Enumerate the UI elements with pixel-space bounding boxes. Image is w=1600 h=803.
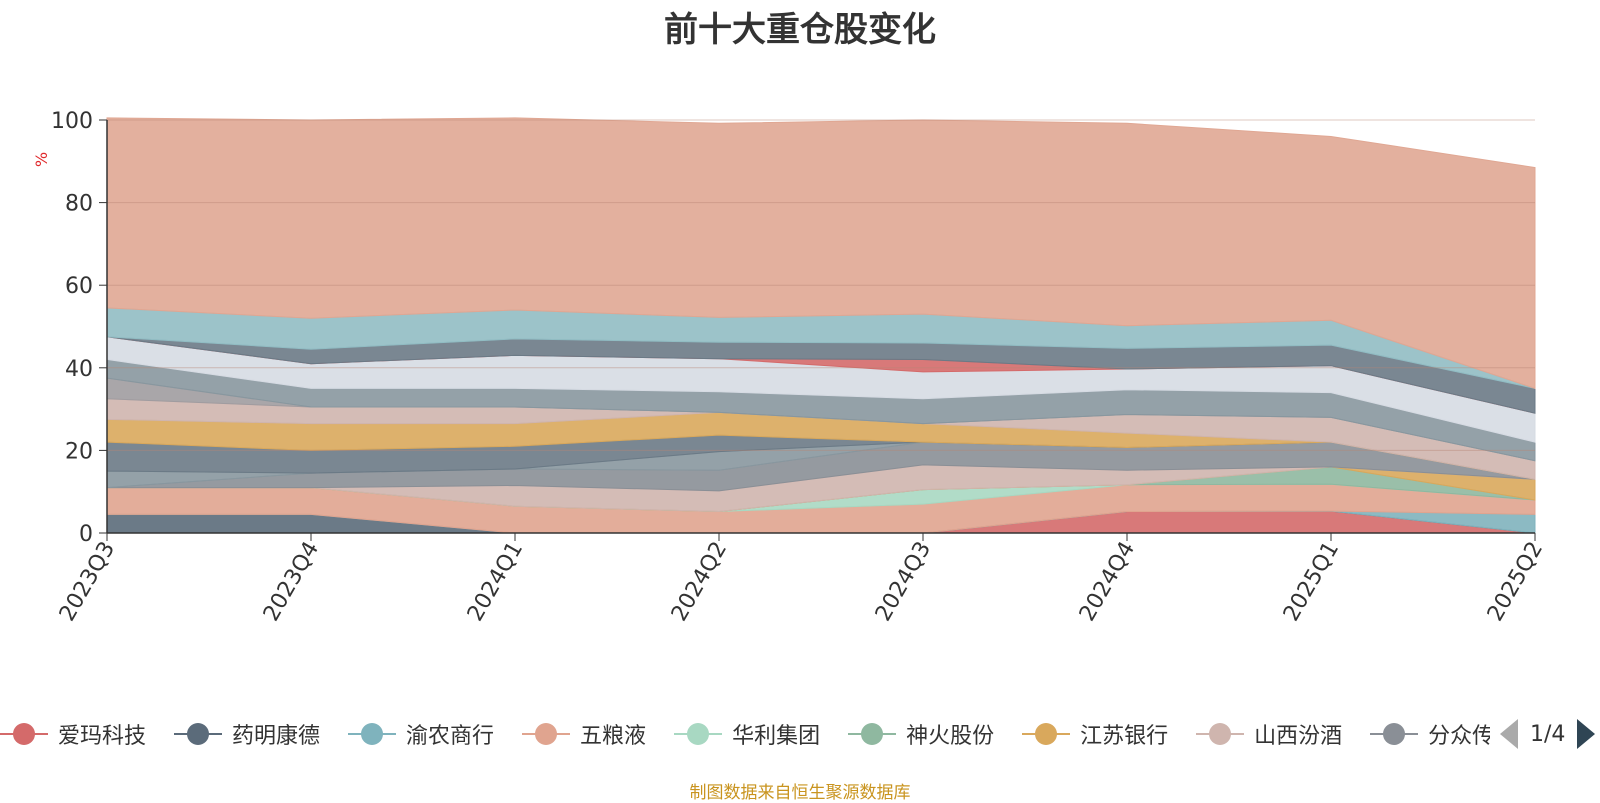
legend-item[interactable]: 药明康德 — [174, 718, 320, 750]
y-tick-label: 0 — [79, 522, 93, 547]
legend-item[interactable]: 分众传媒 — [1370, 718, 1490, 750]
legend: 爱玛科技 药明康德 渝农商行 五粮液 华利集团 神火股份 江苏银行 山西汾酒 分众传媒 — [0, 716, 1490, 752]
data-source-note: 制图数据来自恒生聚源数据库 — [689, 783, 911, 803]
y-tick-label: 100 — [51, 109, 93, 134]
legend-label: 江苏银行 — [1080, 724, 1169, 749]
legend-label: 爱玛科技 — [58, 724, 147, 749]
legend-item[interactable]: 神火股份 — [848, 718, 994, 750]
y-tick-label: 40 — [65, 357, 93, 382]
legend-page-indicator: 1/4 — [1530, 721, 1566, 747]
x-tick-label: 2024Q1 — [463, 538, 528, 626]
legend-marker-icon — [174, 721, 223, 747]
legend-item[interactable]: 五粮液 — [522, 718, 646, 750]
x-tick-label: 2024Q3 — [871, 538, 936, 626]
legend-item[interactable]: 华利集团 — [674, 718, 820, 750]
x-tick-label: 2023Q4 — [259, 538, 324, 626]
legend-label: 渝农商行 — [406, 724, 495, 749]
legend-prev-page-icon[interactable] — [1500, 719, 1518, 749]
legend-pager: 1/4 — [1500, 716, 1596, 752]
x-tick-label: 2023Q3 — [55, 538, 120, 626]
legend-label: 药明康德 — [232, 724, 321, 749]
area-series-20 — [106, 117, 1536, 390]
legend-label: 分众传媒 — [1428, 724, 1490, 749]
y-tick-label: 20 — [65, 439, 93, 464]
legend-label: 神火股份 — [906, 724, 995, 749]
legend-marker-icon — [674, 721, 723, 747]
legend-marker-icon — [348, 721, 397, 747]
x-tick-label: 2024Q2 — [667, 538, 732, 626]
x-tick-label: 2025Q2 — [1483, 538, 1548, 626]
legend-next-page-icon[interactable] — [1577, 719, 1596, 749]
y-tick-label: 60 — [65, 274, 93, 299]
chart-title: 前十大重仓股变化 — [664, 10, 936, 50]
legend-marker-icon — [848, 721, 897, 747]
legend-marker-icon — [0, 721, 48, 747]
x-tick-label: 2025Q1 — [1279, 538, 1344, 626]
y-tick-label: 80 — [65, 192, 93, 217]
legend-item[interactable]: 渝农商行 — [348, 718, 494, 750]
legend-label: 五粮液 — [580, 724, 647, 749]
legend-item[interactable]: 爱玛科技 — [0, 718, 146, 750]
legend-marker-icon — [1022, 721, 1071, 747]
legend-marker-icon — [1196, 721, 1245, 747]
chart-plot: 0 20 40 60 80 100 2023Q3 2023Q4 2024Q1 2024Q2 2024… — [51, 109, 1548, 626]
legend-marker-icon — [1370, 721, 1419, 747]
legend-marker-icon — [522, 721, 571, 747]
legend-label: 华利集团 — [732, 724, 821, 749]
legend-label: 山西汾酒 — [1254, 724, 1343, 749]
x-tick-label: 2024Q4 — [1075, 538, 1140, 626]
legend-item[interactable]: 江苏银行 — [1022, 718, 1168, 750]
legend-item[interactable]: 山西汾酒 — [1196, 718, 1342, 750]
